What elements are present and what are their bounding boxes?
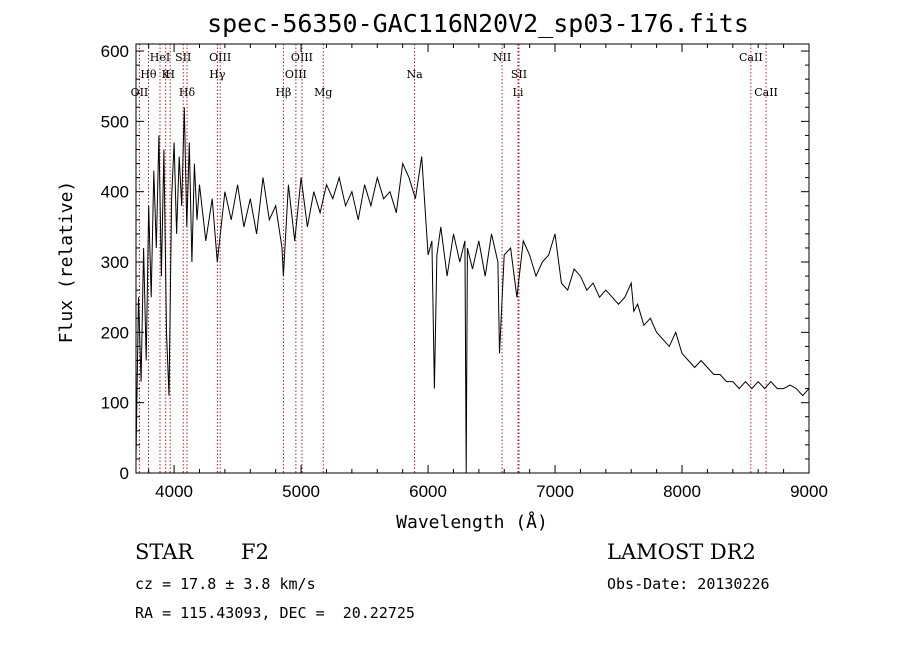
line-label: Hβ <box>275 86 291 99</box>
y-tick-label: 600 <box>101 42 129 61</box>
line-label: SII <box>175 51 191 64</box>
x-tick-label: 7000 <box>536 482 574 501</box>
x-tick-label: 9000 <box>790 482 828 501</box>
line-label: Mg <box>314 86 332 99</box>
line-label: H <box>165 68 175 81</box>
line-label: Na <box>407 68 424 81</box>
line-label: Hδ <box>179 86 196 99</box>
x-tick-label: 6000 <box>409 482 447 501</box>
x-axis: 4000 5000 6000 7000 8000 9000 <box>148 44 828 501</box>
redshift-cz: cz = 17.8 ± 3.8 km/s <box>135 575 316 593</box>
line-label: K <box>162 68 171 81</box>
ra-dec: RA = 115.43093, DEC = 20.22725 <box>135 604 415 622</box>
line-label: Li <box>513 86 524 99</box>
line-label: CaII <box>739 51 763 64</box>
line-label: HeI <box>150 51 170 64</box>
line-markers <box>138 44 767 473</box>
y-tick-label: 0 <box>120 464 129 483</box>
line-label: OII <box>131 86 149 99</box>
y-axis-label: Flux (relative) <box>56 181 77 344</box>
survey-name: LAMOST DR2 <box>607 540 756 564</box>
object-class: STAR <box>135 540 194 564</box>
line-labels: OIIHθHeIKHSIIHδOIIIHγHβOIIIOIIIMgNaNIISI… <box>131 51 778 99</box>
line-label: CaII <box>754 86 778 99</box>
x-tick-label: 4000 <box>155 482 193 501</box>
y-axis: 0 100 200 300 400 500 600 <box>101 42 809 483</box>
line-label: SII <box>511 68 527 81</box>
line-label: NII <box>493 51 511 64</box>
y-tick-label: 100 <box>101 394 129 413</box>
plot-frame <box>135 43 810 474</box>
obs-date: Obs-Date: 20130226 <box>607 575 770 593</box>
x-tick-label: 5000 <box>282 482 320 501</box>
line-label: OIII <box>285 68 307 81</box>
x-axis-label: Wavelength (Å) <box>396 511 548 533</box>
line-label: Hθ <box>140 68 157 81</box>
line-label: Hγ <box>209 68 226 81</box>
line-label: OIII <box>291 51 313 64</box>
y-tick-label: 400 <box>101 183 129 202</box>
x-tick-label: 8000 <box>663 482 701 501</box>
y-tick-label: 300 <box>101 253 129 272</box>
line-label: OIII <box>209 51 231 64</box>
spectrum-line <box>135 107 810 474</box>
y-tick-label: 200 <box>101 323 129 342</box>
y-tick-label: 500 <box>101 112 129 131</box>
chart-title: spec-56350-GAC116N20V2_sp03-176.fits <box>207 9 749 38</box>
object-subclass: F2 <box>241 540 269 564</box>
